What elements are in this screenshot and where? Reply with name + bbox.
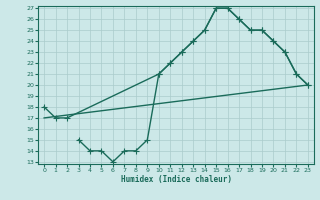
X-axis label: Humidex (Indice chaleur): Humidex (Indice chaleur) (121, 175, 231, 184)
